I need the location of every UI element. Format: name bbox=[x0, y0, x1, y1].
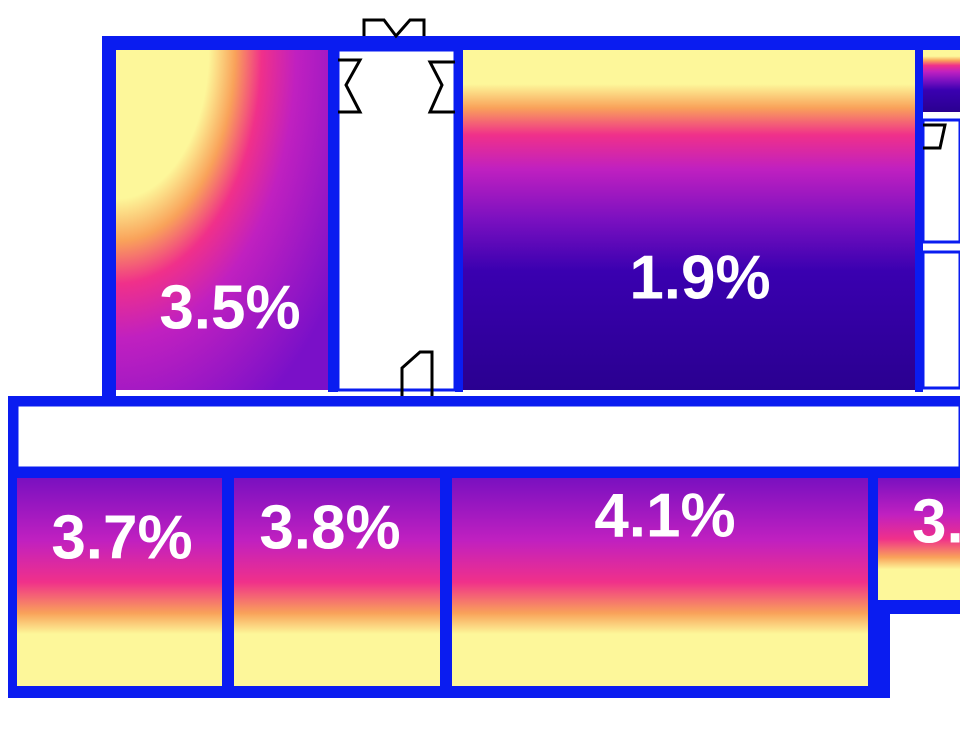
room-label: 3.5% bbox=[159, 273, 300, 342]
heatmap bbox=[878, 478, 960, 600]
heatmap bbox=[923, 50, 960, 112]
heatmap bbox=[452, 478, 868, 686]
heatmap bbox=[234, 478, 440, 686]
room bbox=[921, 250, 960, 390]
room-label: 3.7% bbox=[51, 503, 192, 572]
room-label: 4.1% bbox=[594, 481, 735, 550]
corridor bbox=[15, 403, 960, 470]
heatmap bbox=[17, 478, 222, 686]
room-label: 3. bbox=[912, 487, 960, 556]
heatmap bbox=[116, 50, 328, 390]
room-label: 3.8% bbox=[259, 493, 400, 562]
walls bbox=[8, 36, 960, 698]
room-label: 1.9% bbox=[629, 243, 770, 312]
heatmap bbox=[463, 50, 915, 390]
doors bbox=[338, 18, 947, 396]
